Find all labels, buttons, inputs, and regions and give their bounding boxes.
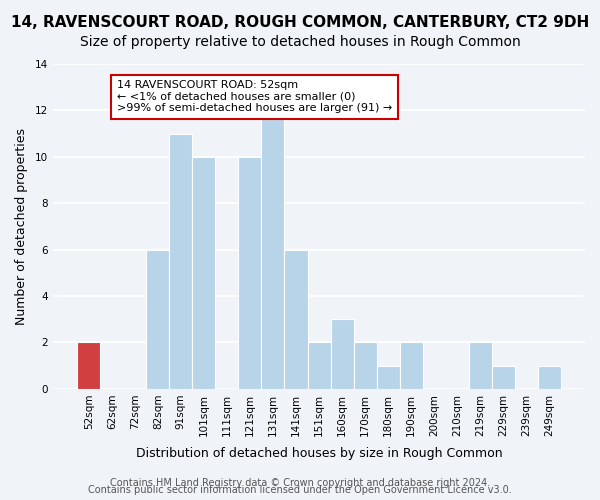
Bar (77, 342, 100, 389)
Bar (308, 342, 331, 389)
Bar (538, 366, 561, 389)
Bar (377, 366, 400, 389)
Bar (262, 110, 284, 389)
Bar (193, 157, 215, 389)
Bar (492, 366, 515, 389)
Text: Contains HM Land Registry data © Crown copyright and database right 2024.: Contains HM Land Registry data © Crown c… (110, 478, 490, 488)
Bar (284, 250, 308, 389)
Text: Size of property relative to detached houses in Rough Common: Size of property relative to detached ho… (80, 35, 520, 49)
Text: 14, RAVENSCOURT ROAD, ROUGH COMMON, CANTERBURY, CT2 9DH: 14, RAVENSCOURT ROAD, ROUGH COMMON, CANT… (11, 15, 589, 30)
Bar (469, 342, 492, 389)
Y-axis label: Number of detached properties: Number of detached properties (15, 128, 28, 325)
Bar (238, 157, 262, 389)
Bar (146, 250, 169, 389)
Bar (169, 134, 193, 389)
Text: Contains public sector information licensed under the Open Government Licence v3: Contains public sector information licen… (88, 485, 512, 495)
Bar (353, 342, 377, 389)
X-axis label: Distribution of detached houses by size in Rough Common: Distribution of detached houses by size … (136, 447, 502, 460)
Bar (400, 342, 422, 389)
Text: 14 RAVENSCOURT ROAD: 52sqm
← <1% of detached houses are smaller (0)
>99% of semi: 14 RAVENSCOURT ROAD: 52sqm ← <1% of deta… (117, 80, 392, 114)
Bar (331, 320, 353, 389)
